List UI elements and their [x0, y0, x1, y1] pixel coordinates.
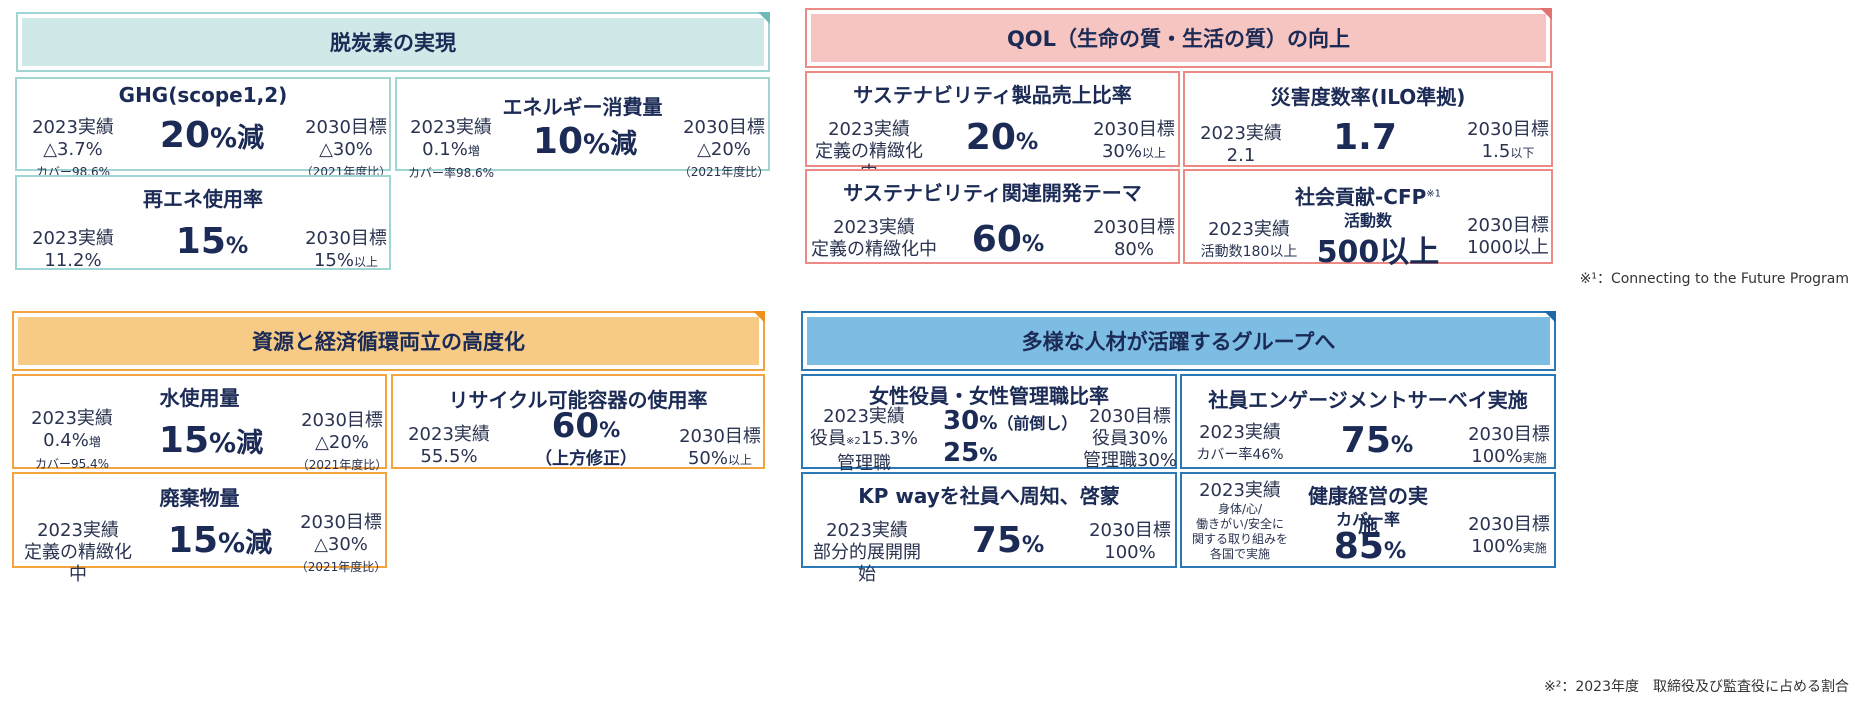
kpi-actual: 2023実績 カバー率46% — [1196, 422, 1284, 463]
kpi-card-sustainability-sales: サステナビリティ製品売上比率 2023実績 定義の精緻化中 20% 2030目標… — [805, 71, 1180, 184]
corner-fold-icon — [753, 311, 765, 323]
kpi-actual: 2023実績 定義の精緻化中 — [24, 520, 132, 585]
kpi-card-engagement: 社員エンゲージメントサーベイ実施 2023実績 カバー率46% 75% 2030… — [1180, 374, 1556, 469]
kpi-actual: 2023実績 55.5% — [408, 424, 490, 467]
footnote: ※²：2023年度 取締役及び監査役に占める割合 — [1544, 679, 1849, 695]
kpi-title: KP wayを社員へ周知、啓蒙 — [858, 484, 1120, 508]
kpi-title: 災害度数率(ILO準拠) — [1270, 85, 1466, 109]
kpi-title: サステナビリティ製品売上比率 — [853, 83, 1132, 107]
kpi-title: 女性役員・女性管理職比率 — [869, 384, 1109, 408]
section-title: QOL（生命の質・生活の質）の向上 — [811, 14, 1546, 62]
kpi-goal: 2030目標 △30% （2021年度比） — [295, 512, 387, 574]
kpi-goal: 2030目標 1.5以下 — [1467, 119, 1549, 162]
kpi-goal: 2030目標 役員30% 管理職30% — [1083, 406, 1178, 471]
kpi-title: GHG(scope1,2) — [118, 83, 288, 107]
kpi-goal: 2030目標 50%以上 — [679, 426, 761, 469]
section-header-people: 多様な人材が活躍するグループへ — [801, 311, 1556, 371]
section-header-resource: 資源と経済循環両立の高度化 — [12, 311, 765, 371]
kpi-target-officers: 30%（前倒し） — [943, 406, 1078, 436]
kpi-title: 社員エンゲージメントサーベイ実施 — [1208, 388, 1528, 412]
kpi-subtitle: カバー率 — [1335, 510, 1400, 529]
kpi-title: サステナビリティ関連開発テーマ — [843, 181, 1142, 205]
kpi-target: 60% — [551, 406, 621, 446]
kpi-card-waste: 廃棄物量 2023実績 定義の精緻化中 15%減 2030目標 △30% （20… — [12, 472, 387, 585]
kpi-actual: 2023実績 定義の精緻化中 — [811, 217, 937, 260]
kpi-target-note: （上方修正） — [535, 449, 637, 469]
kpi-subtitle: 活動数 — [1343, 211, 1392, 230]
kpi-goal: 2030目標 30%以上 — [1093, 119, 1175, 162]
section-title: 資源と経済循環両立の高度化 — [18, 317, 759, 365]
kpi-actual: 2023実績 活動数180以上 — [1200, 219, 1298, 260]
kpi-card-recycle: リサイクル可能容器の使用率 2023実績 55.5% 60% （上方修正） 20… — [391, 374, 765, 469]
kpi-target: 20% — [965, 117, 1039, 158]
kpi-goal: 2030目標 100%実施 — [1468, 424, 1550, 467]
kpi-title: 水使用量 — [159, 386, 240, 410]
kpi-card-women-ratio: 女性役員・女性管理職比率 2023実績 役員※215.3% 管理職14.3% 3… — [801, 374, 1178, 496]
kpi-title: 廃棄物量 — [159, 486, 240, 510]
kpi-actual: 2023実績 △3.7% カバー98.6% — [32, 117, 114, 179]
corner-fold-icon — [1540, 8, 1552, 20]
kpi-goal: 2030目標 15%以上 — [305, 228, 387, 271]
kpi-goal: 2030目標 1000以上 — [1467, 215, 1549, 258]
kpi-target: 10%減 — [532, 121, 638, 162]
kpi-title: エネルギー消費量 — [502, 95, 663, 119]
kpi-card-dev-theme: サステナビリティ関連開発テーマ 2023実績 定義の精緻化中 60% 2030目… — [805, 169, 1180, 264]
kpi-target: 85% — [1333, 526, 1407, 567]
kpi-card-renewable: 再エネ使用率 2023実績 11.2% 15% 2030目標 15%以上 — [15, 175, 391, 271]
kpi-card-social-cfp: 社会貢献-CFP※1 活動数 2023実績 活動数180以上 500以上 203… — [1183, 169, 1553, 270]
kpi-actual: 2023実績 0.1%増 カバー率98.6% — [407, 117, 495, 180]
kpi-title: 再エネ使用率 — [143, 187, 263, 211]
kpi-actual: 2023実績 11.2% — [32, 228, 114, 271]
kpi-card-water: 水使用量 2023実績 0.4%増 カバー95.4% 15%減 2030目標 △… — [12, 374, 387, 472]
kpi-target: 500以上 — [1316, 235, 1440, 270]
kpi-actual: 2023実績 部分的展開開始 — [813, 520, 921, 585]
kpi-card-accident-rate: 災害度数率(ILO準拠) 2023実績 2.1 1.7 2030目標 1.5以下 — [1183, 71, 1553, 167]
kpi-target: 20%減 — [159, 115, 265, 156]
kpi-target: 60% — [971, 219, 1045, 260]
footnote: ※¹：Connecting to the Future Program — [1579, 271, 1849, 287]
corner-fold-icon — [1544, 311, 1556, 323]
corner-fold-icon — [758, 12, 770, 24]
kpi-title: 社会貢献-CFP※1 — [1294, 185, 1442, 209]
kpi-title: 健康経営の実施 — [1308, 484, 1428, 537]
section-title: 多様な人材が活躍するグループへ — [807, 317, 1550, 365]
kpi-target: 1.7 — [1333, 117, 1397, 158]
kpi-goal: 2030目標 100% — [1089, 520, 1171, 563]
kpi-target: 75% — [1340, 420, 1414, 461]
kpi-target: 15%減 — [167, 520, 273, 561]
kpi-card-kpway: KP wayを社員へ周知、啓蒙 2023実績 部分的展開開始 75% 2030目… — [801, 472, 1177, 585]
section-header-decarb: 脱炭素の実現 — [16, 12, 770, 72]
kpi-target-managers: 25% — [943, 438, 998, 468]
kpi-actual: 2023実績 0.4%増 カバー95.4% — [31, 408, 113, 471]
kpi-target: 15%減 — [158, 420, 264, 461]
kpi-goal: 2030目標 △20% （2021年度比） — [678, 117, 770, 179]
section-title: 脱炭素の実現 — [22, 18, 764, 66]
section-header-qol: QOL（生命の質・生活の質）の向上 — [805, 8, 1552, 68]
kpi-card-energy: エネルギー消費量 2023実績 0.1%増 カバー率98.6% 10%減 203… — [395, 77, 770, 180]
kpi-target: 15% — [175, 221, 249, 262]
kpi-title: リサイクル可能容器の使用率 — [448, 388, 708, 412]
kpi-card-ghg: GHG(scope1,2) 2023実績 △3.7% カバー98.6% 20%減… — [15, 77, 391, 179]
kpi-target: 75% — [971, 520, 1045, 561]
kpi-goal: 2030目標 100%実施 — [1468, 514, 1550, 557]
kpi-goal: 2030目標 80% — [1093, 217, 1175, 260]
kpi-goal: 2030目標 △20% （2021年度比） — [296, 410, 388, 472]
kpi-goal: 2030目標 △30% （2021年度比） — [300, 117, 392, 179]
kpi-actual: 2023実績 2.1 — [1200, 123, 1282, 166]
kpi-actual: 2023実績 身体/心/ 働きがい/安全に 関する取り組みを 各国で実施 — [1191, 480, 1288, 561]
kpi-card-health: 健康経営の実施 カバー率 2023実績 身体/心/ 働きがい/安全に 関する取り… — [1180, 472, 1556, 568]
